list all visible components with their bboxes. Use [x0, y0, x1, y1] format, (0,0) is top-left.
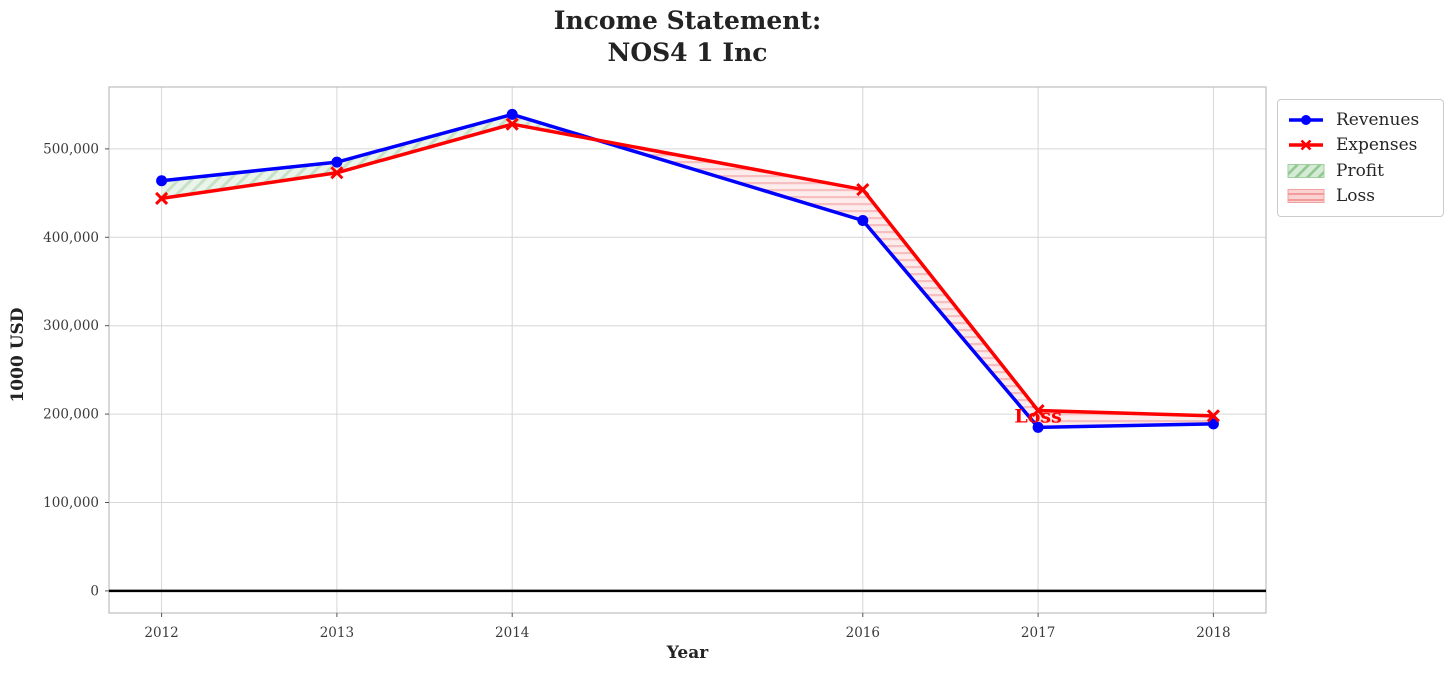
- revenues-line: [161, 112, 1214, 430]
- svg-text:400,000: 400,000: [43, 230, 99, 246]
- legend-item-revenues: Revenues: [1287, 110, 1434, 130]
- x-tick-labels: 2012 2013 2014 2016 2017 2018: [144, 625, 1230, 641]
- legend-label-profit: Profit: [1336, 160, 1384, 181]
- y-tick-labels: 0 100,000 200,000 300,000 400,000 500,000: [43, 141, 99, 599]
- svg-text:2016: 2016: [846, 625, 880, 641]
- svg-text:2013: 2013: [320, 625, 354, 641]
- revenues-line-swatch-icon: [1289, 114, 1323, 125]
- revenues-markers: [156, 108, 1219, 433]
- x-axis-label: Year: [666, 643, 709, 663]
- svg-text:2012: 2012: [144, 625, 178, 641]
- chart-title: Income Statement: NOS4 1 Inc: [553, 6, 822, 67]
- legend-item-loss: Loss: [1287, 186, 1434, 206]
- profit-patch-swatch-icon: [1287, 163, 1325, 178]
- loss-annotation: Loss: [1014, 406, 1061, 428]
- tick-marks: [105, 148, 1214, 617]
- legend-label-loss: Loss: [1336, 186, 1375, 207]
- legend-item-profit: Profit: [1287, 161, 1434, 181]
- legend-item-expenses: Expenses: [1287, 135, 1434, 155]
- loss-fill-area: [596, 139, 1214, 428]
- svg-text:100,000: 100,000: [43, 495, 99, 511]
- legend-label-revenues: Revenues: [1336, 109, 1420, 130]
- svg-text:300,000: 300,000: [43, 318, 99, 334]
- svg-text:2017: 2017: [1021, 625, 1055, 641]
- svg-text:2018: 2018: [1196, 625, 1230, 641]
- legend-label-expenses: Expenses: [1336, 135, 1418, 156]
- svg-text:2014: 2014: [495, 625, 529, 641]
- expenses-markers: [155, 117, 1220, 423]
- axes-frame: [108, 86, 1267, 614]
- expenses-line-swatch-icon: [1289, 139, 1323, 151]
- loss-patch-swatch-icon: [1287, 189, 1325, 204]
- legend-box: Revenues Expenses Profit: [1277, 99, 1444, 217]
- expenses-line: [161, 122, 1214, 418]
- svg-text:500,000: 500,000: [43, 141, 99, 157]
- svg-text:0: 0: [90, 583, 99, 599]
- svg-text:200,000: 200,000: [43, 407, 99, 423]
- y-axis-label: 1000 USD: [8, 307, 28, 403]
